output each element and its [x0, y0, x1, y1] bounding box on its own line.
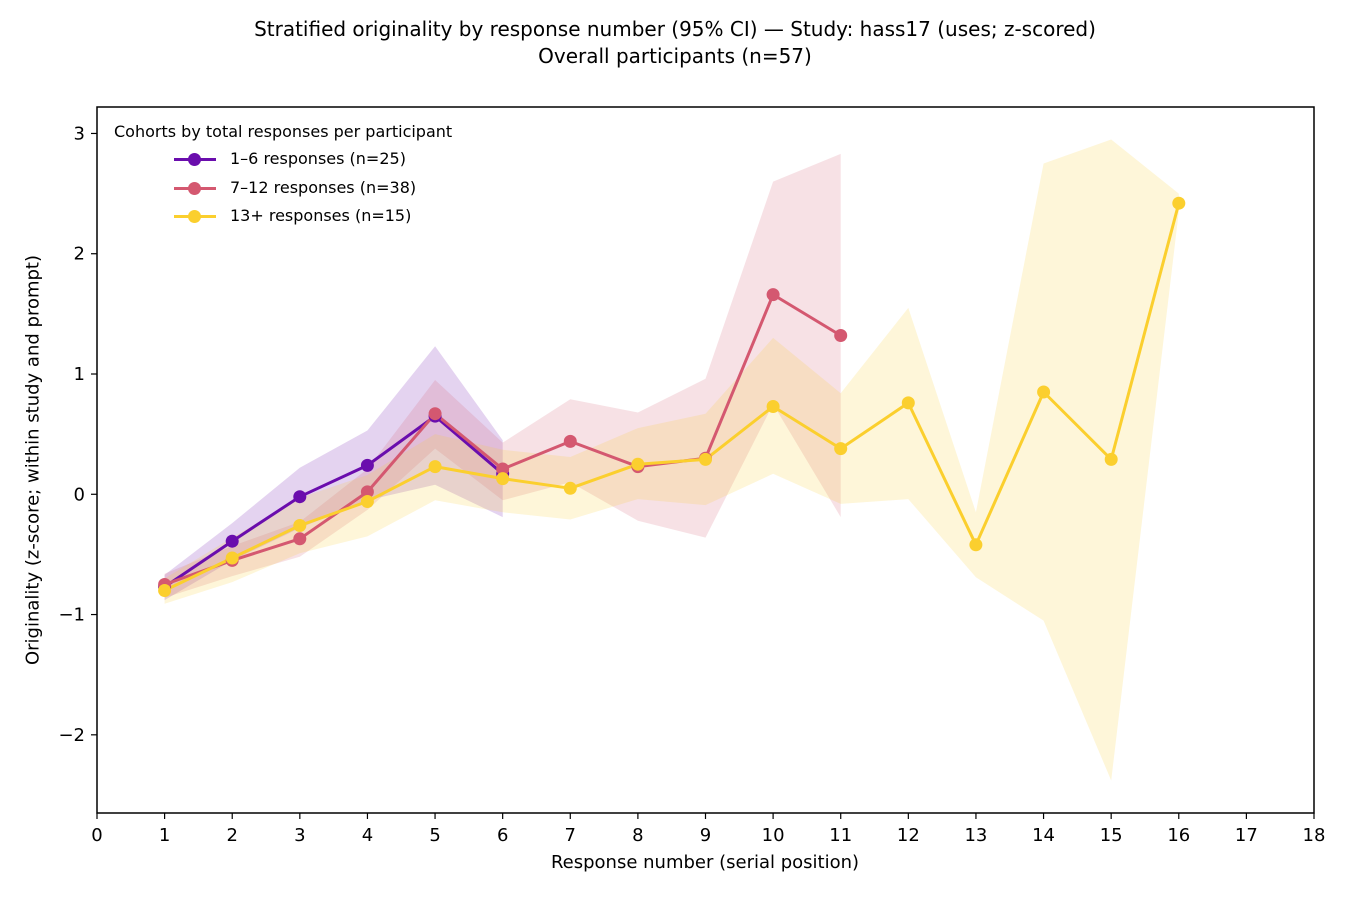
- y-tick-label: −2: [58, 725, 85, 746]
- data-point: [563, 481, 577, 495]
- x-tick-label: 3: [294, 825, 305, 846]
- data-point: [834, 442, 848, 456]
- data-point: [631, 457, 645, 471]
- confidence-bands: [164, 139, 1179, 781]
- x-tick-label: 4: [362, 825, 373, 846]
- x-tick-label: 11: [829, 825, 852, 846]
- legend-item-1-6: 1–6 responses (n=25): [114, 145, 452, 174]
- ci-band-series-0: [164, 346, 503, 601]
- x-axis-label: Response number (serial position): [550, 852, 860, 873]
- legend-item-13-plus: 13+ responses (n=15): [114, 202, 452, 231]
- y-tick-label: 1: [74, 364, 85, 385]
- legend-swatch: [174, 210, 216, 223]
- data-point: [293, 532, 307, 546]
- data-point: [158, 584, 172, 597]
- y-tick-label: 0: [74, 484, 85, 505]
- x-tick-label: 0: [91, 825, 102, 846]
- legend-swatch: [174, 153, 216, 166]
- data-point: [901, 396, 915, 410]
- legend-swatch: [174, 181, 216, 195]
- legend-label: 1–6 responses (n=25): [230, 149, 406, 168]
- data-point: [293, 519, 307, 532]
- data-point: [225, 534, 239, 548]
- data-point: [699, 452, 712, 466]
- data-point: [428, 407, 442, 421]
- x-tick-label: 17: [1235, 825, 1258, 846]
- y-tick-label: −1: [58, 605, 85, 626]
- data-point: [834, 329, 848, 342]
- x-tick-label: 5: [429, 825, 440, 846]
- x-tick-label: 2: [226, 825, 237, 846]
- ci-band-series-2: [164, 139, 1179, 781]
- data-point: [360, 485, 374, 499]
- x-tick-label: 16: [1167, 825, 1190, 846]
- x-tick-label: 7: [565, 825, 576, 846]
- legend-title: Cohorts by total responses per participa…: [114, 122, 453, 141]
- data-point: [1104, 452, 1118, 466]
- x-axis-ticks: 0 1 2 3 4 5 6 7 8 9 10 11 12 13 14 15 16 17 18: [91, 813, 1325, 846]
- data-point: [766, 400, 780, 413]
- x-tick-label: 9: [700, 825, 711, 846]
- data-point: [766, 288, 780, 302]
- legend-label: 13+ responses (n=15): [230, 206, 412, 225]
- y-tick-label: 3: [74, 123, 85, 144]
- x-tick-label: 12: [897, 825, 920, 846]
- y-axis-label: Originality (z-score; within study and p…: [22, 254, 44, 666]
- data-point: [496, 472, 510, 486]
- data-point: [360, 458, 374, 472]
- series-line-0: [163, 414, 504, 589]
- data-point: [293, 490, 307, 504]
- x-tick-label: 13: [964, 825, 987, 846]
- ci-band-series-1: [164, 153, 841, 598]
- legend-label: 7–12 responses (n=38): [230, 177, 417, 197]
- legend-item-7-12: 7–12 responses (n=38): [114, 174, 452, 203]
- data-point: [428, 460, 442, 474]
- chart-title: Stratified originality by response numbe…: [254, 17, 1096, 41]
- data-point: [496, 462, 510, 476]
- data-point: [1172, 196, 1186, 210]
- x-tick-label: 6: [497, 825, 508, 846]
- data-point: [969, 538, 983, 552]
- series-points: [158, 196, 1186, 597]
- x-tick-label: 1: [159, 825, 170, 846]
- chart-subtitle: Overall participants (n=57): [538, 44, 812, 68]
- x-tick-label: 8: [632, 825, 643, 846]
- data-point: [360, 495, 374, 508]
- y-tick-label: 2: [74, 244, 85, 265]
- x-tick-label: 14: [1032, 825, 1055, 846]
- legend: Cohorts by total responses per participa…: [114, 121, 452, 231]
- y-axis-ticks: −2 −1 0 1 2 3: [58, 123, 97, 746]
- x-tick-label: 10: [762, 825, 785, 846]
- series-line-2: [163, 202, 1181, 592]
- x-tick-label: 15: [1100, 825, 1123, 846]
- data-point: [1037, 385, 1051, 399]
- data-point: [563, 434, 577, 448]
- data-point: [225, 551, 239, 565]
- x-tick-label: 18: [1303, 825, 1326, 846]
